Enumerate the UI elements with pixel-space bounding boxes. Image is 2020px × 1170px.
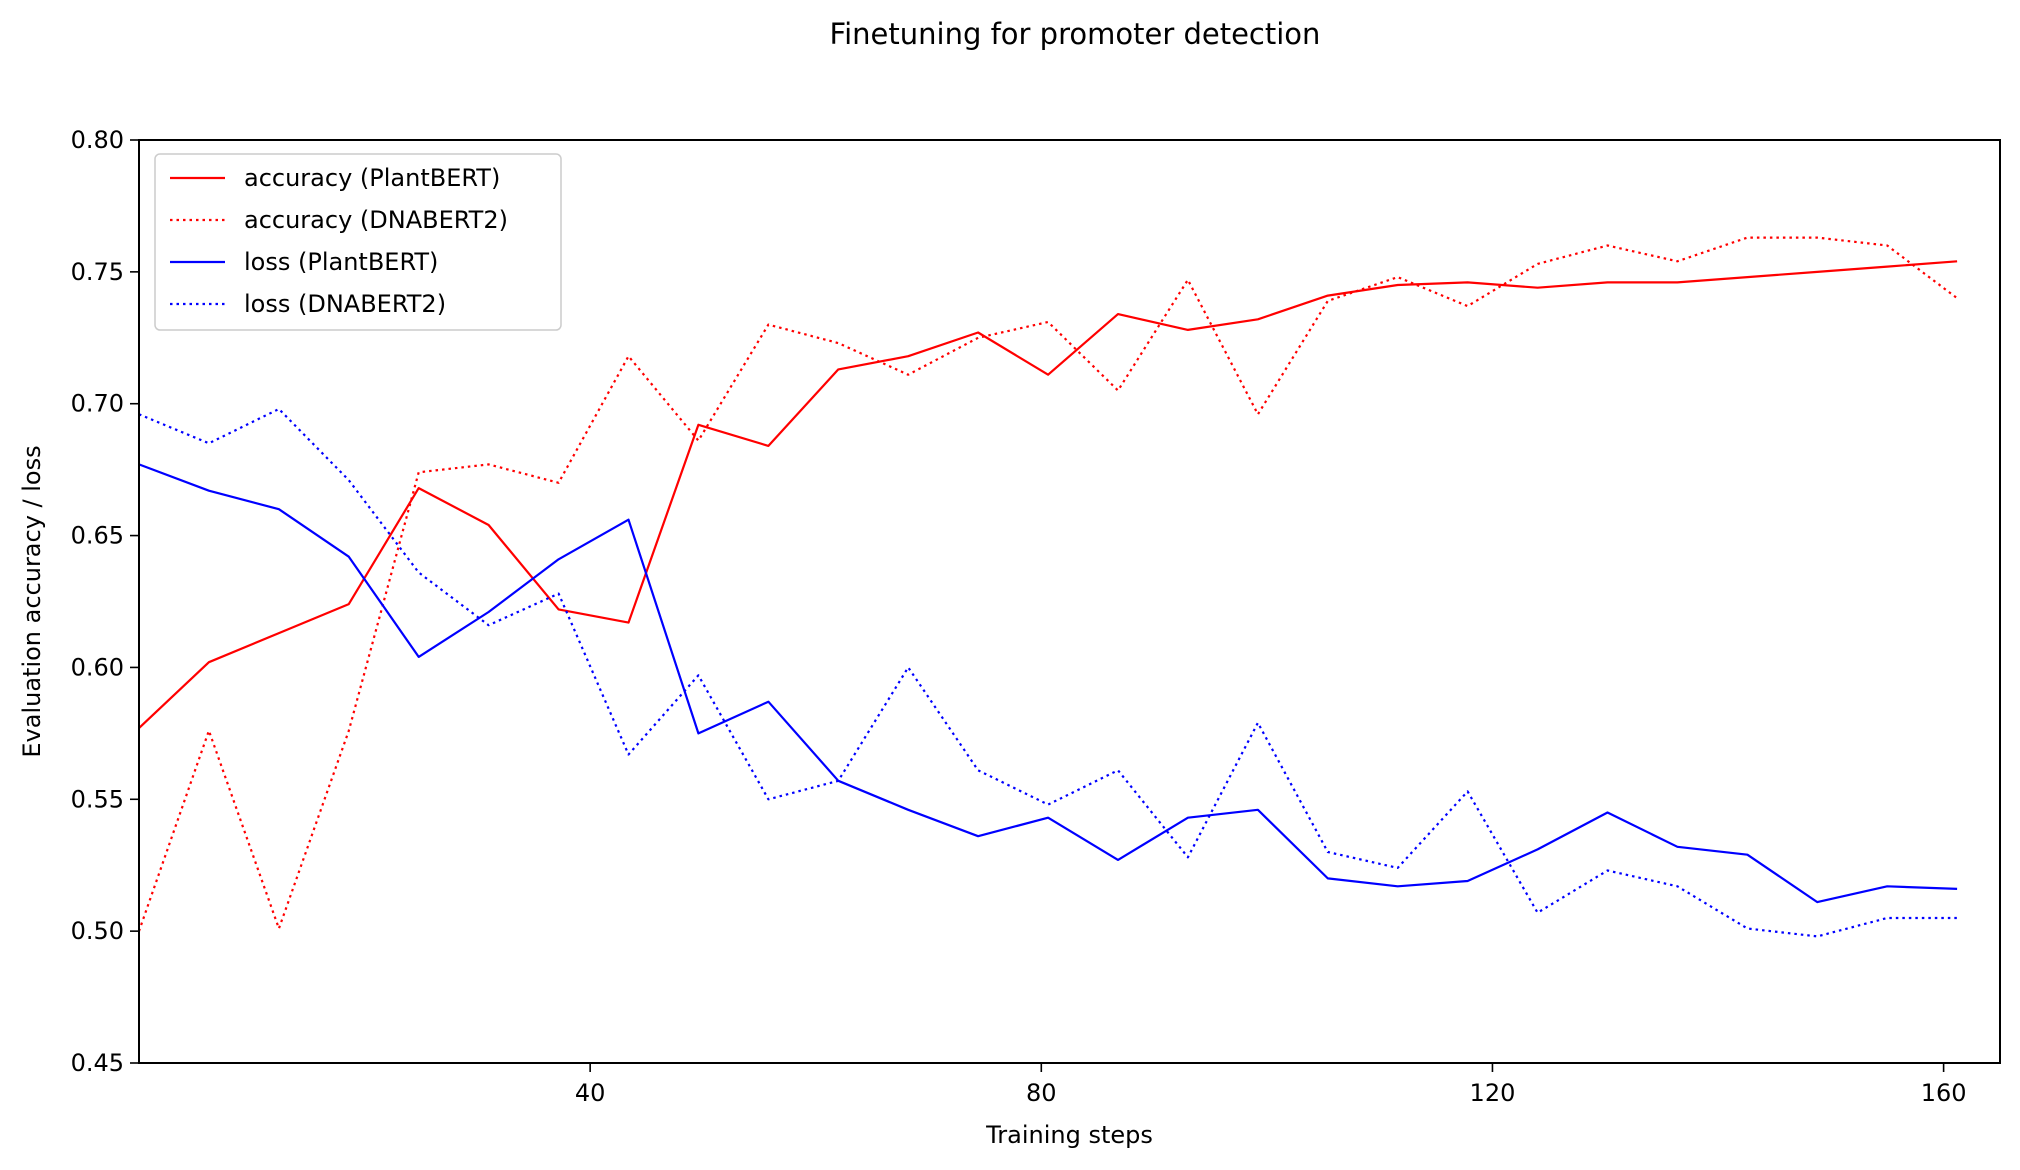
y-tick-label: 0.70 [71,390,124,418]
x-tick-label: 160 [1921,1079,1967,1107]
y-axis-label: Evaluation accuracy / loss [18,445,46,757]
x-axis: 40 80 120 160 [575,1063,1967,1107]
y-tick-label: 0.75 [71,258,124,286]
series-line-3 [138,407,1958,938]
legend-label: accuracy (DNABERT2) [244,206,508,234]
y-tick-label: 0.65 [71,522,124,550]
y-tick-label: 0.60 [71,653,124,681]
series-line-0 [138,260,1958,729]
y-axis: 0.45 0.50 0.55 0.60 0.65 0.70 0.75 0.80 [71,126,139,1077]
x-tick-label: 80 [1026,1079,1057,1107]
y-tick-label: 0.50 [71,917,124,945]
chart-title: Finetuning for promoter detection [830,17,1321,51]
y-tick-label: 0.45 [71,1049,124,1077]
plot-series [137,236,1958,938]
x-tick-label: 40 [575,1079,606,1107]
x-axis-label: Training steps [985,1121,1153,1149]
legend-box [154,153,562,331]
legend: accuracy (PlantBERT) accuracy (DNABERT2) l… [154,153,562,331]
y-tick-label: 0.80 [71,126,124,154]
legend-label: accuracy (PlantBERT) [244,164,500,192]
legend-label: loss (DNABERT2) [244,290,446,318]
series-line-1 [137,236,1958,932]
x-tick-label: 120 [1470,1079,1516,1107]
plot-frame [138,139,2001,1064]
legend-label: loss (PlantBERT) [244,248,438,276]
series-line-2 [138,463,1958,904]
y-tick-label: 0.55 [71,785,124,813]
